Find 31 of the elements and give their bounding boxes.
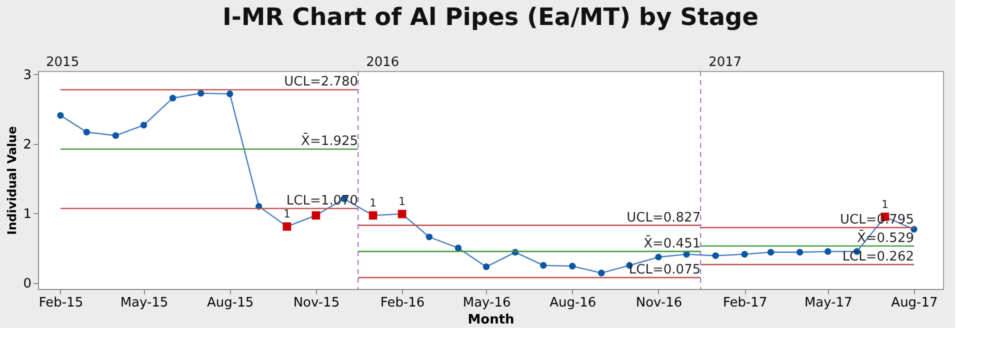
x-tick-label: Nov-16 (636, 296, 682, 310)
x-axis-title: Month (468, 312, 514, 328)
annotation: 1 (283, 208, 290, 221)
x-tick-label: Feb-17 (722, 296, 768, 310)
series-label: UCL=2.780 (284, 74, 358, 90)
x-tick-label: Feb-16 (380, 296, 425, 310)
text: 2015 (46, 55, 80, 70)
x-tick-label: Aug-16 (550, 296, 596, 310)
x-tick-label: May-16 (462, 296, 511, 310)
chart-title: I-MR Chart of Al Pipes (Ea/MT) by Stage (222, 3, 759, 31)
x-tick-label: Feb-15 (38, 296, 84, 310)
series-label: X̄=0.451 (644, 235, 701, 252)
series-label: LCL=0.262 (842, 250, 914, 265)
y-tick-label: 1 (23, 206, 32, 222)
annotation: 1 (881, 198, 888, 211)
series-label: LCL=0.075 (628, 262, 701, 278)
x-tick-label: May-17 (804, 296, 852, 310)
text: 2016 (366, 55, 400, 70)
series-label: X̄=1.925 (301, 132, 358, 150)
series-label: UCL=0.827 (626, 210, 701, 226)
text: 2017 (708, 55, 742, 70)
x-tick-label: Aug-15 (207, 296, 254, 310)
x-tick-label: Nov-15 (293, 296, 340, 310)
y-tick-label: 0 (23, 276, 32, 292)
annotation: 1 (398, 195, 406, 208)
annotation: 1 (370, 196, 377, 210)
x-tick-label: Aug-17 (891, 296, 938, 310)
x-tick-label: May-15 (120, 296, 168, 310)
y-tick-label: 2 (23, 137, 32, 152)
y-axis-title: Individual Value (5, 126, 20, 235)
y-tick-label: 3 (23, 68, 32, 83)
